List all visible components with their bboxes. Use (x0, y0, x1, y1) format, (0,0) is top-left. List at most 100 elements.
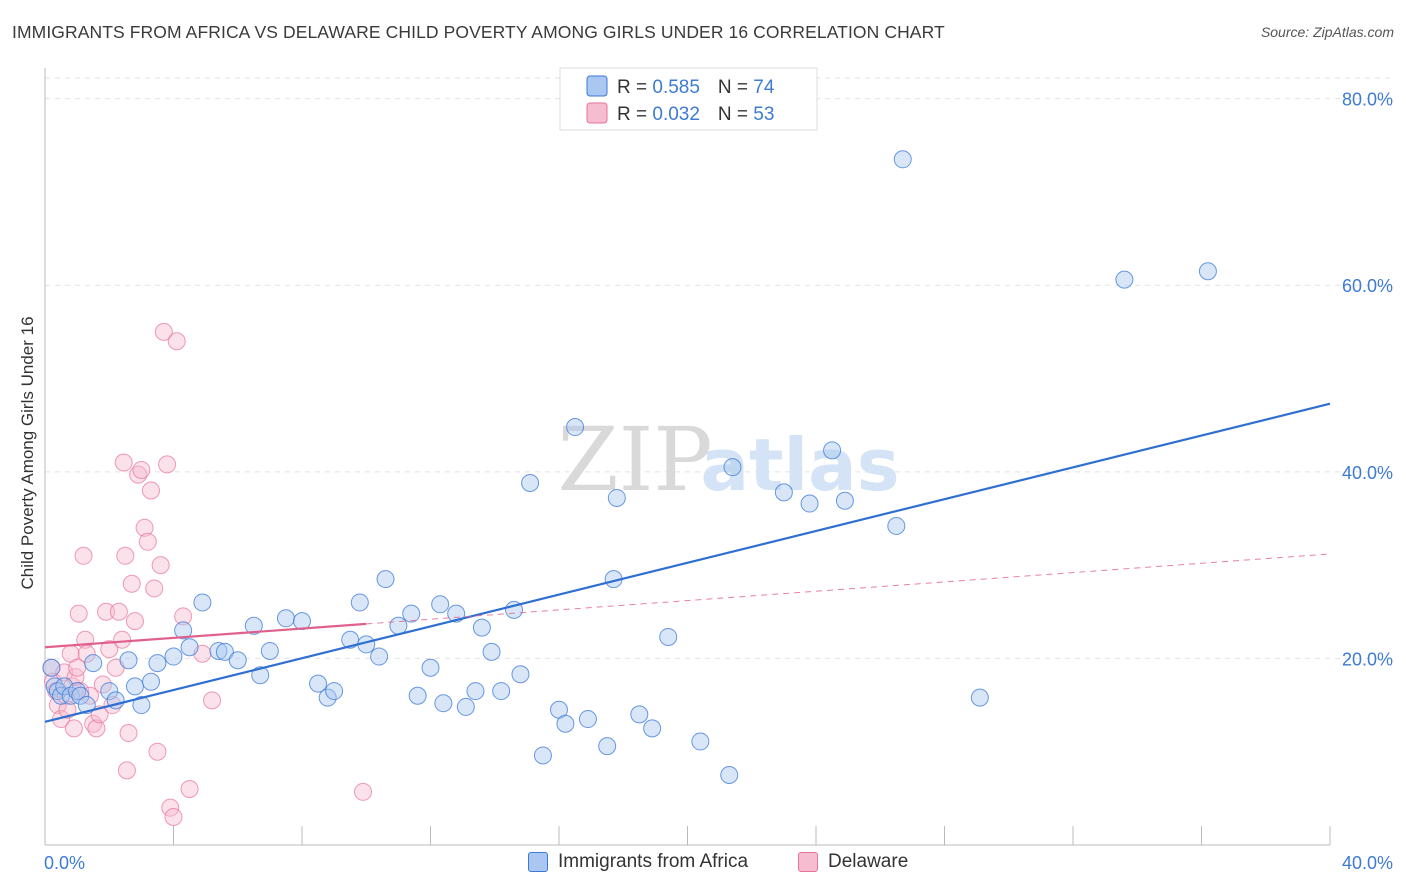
data-point-delaware (161, 798, 180, 817)
data-point-delaware (148, 742, 167, 761)
data-point-africa (556, 714, 575, 733)
data-point-delaware (203, 691, 222, 710)
bottom-legend: Immigrants from Africa Delaware (0, 851, 1406, 879)
data-point-africa (350, 593, 369, 612)
source-label: Source: ZipAtlas.com (1260, 24, 1394, 40)
data-point-africa (193, 593, 212, 612)
legend-label-delaware: Delaware (828, 851, 909, 872)
data-point-delaware (87, 719, 106, 738)
data-point-africa (511, 665, 530, 684)
data-point-africa (402, 604, 421, 623)
trend-line-africa (44, 402, 1331, 723)
data-point-delaware (145, 579, 164, 598)
data-point-delaware (354, 782, 373, 801)
data-point-africa (276, 609, 295, 628)
data-point-africa (100, 682, 119, 701)
x-tick-label-min: 0.0% (44, 853, 85, 873)
data-point-africa (251, 666, 270, 685)
legend-item-delaware[interactable]: Delaware (798, 851, 908, 873)
data-point-africa (578, 710, 597, 729)
data-point-africa (607, 488, 626, 507)
data-point-africa (431, 595, 450, 614)
data-point-africa (408, 686, 427, 705)
data-point-africa (492, 682, 511, 701)
legend-swatch-delaware (798, 852, 818, 872)
data-point-africa (1198, 262, 1217, 281)
data-point-africa (887, 516, 906, 535)
data-point-africa (215, 642, 234, 661)
data-point-delaware (180, 780, 199, 799)
data-point-africa (659, 627, 678, 646)
watermark-atlas: atlas (700, 423, 899, 507)
legend-item-africa[interactable]: Immigrants from Africa (528, 851, 748, 873)
data-point-delaware (142, 481, 161, 500)
data-point-africa (774, 483, 793, 502)
data-point-africa (482, 642, 501, 661)
data-point-delaware (135, 518, 154, 537)
data-point-africa (598, 737, 617, 756)
data-point-africa (376, 570, 395, 589)
data-point-delaware (158, 455, 177, 474)
stats-legend: R = 0.585 N = 74 R = 0.032 N = 53 (559, 67, 818, 131)
trend-lines (44, 402, 1331, 723)
axes (44, 68, 1331, 846)
data-point-africa (466, 682, 485, 701)
data-point-africa (180, 638, 199, 657)
data-point-africa (77, 696, 96, 715)
delaware-points (42, 322, 373, 827)
data-point-africa (389, 616, 408, 635)
data-point-delaware (132, 460, 151, 479)
data-point-delaware (109, 602, 128, 621)
data-point-delaware (97, 602, 116, 621)
stats-row-africa: R = 0.585 N = 74 (617, 77, 775, 98)
data-point-africa (125, 677, 144, 696)
stats-swatch-africa (586, 75, 608, 97)
data-point-delaware (113, 630, 132, 649)
data-point-africa (434, 694, 453, 713)
data-point-delaware (64, 719, 83, 738)
stats-swatch-delaware (586, 102, 608, 124)
data-point-delaware (174, 607, 193, 626)
trend-line-delaware-extension (366, 553, 1331, 625)
data-point-africa (566, 418, 585, 437)
data-point-delaware (167, 332, 186, 351)
data-point-africa (174, 621, 193, 640)
data-point-delaware (74, 546, 93, 565)
data-point-delaware (119, 724, 138, 743)
data-point-africa (421, 658, 440, 677)
legend-swatch-africa (528, 852, 548, 872)
trend-line-delaware (44, 622, 367, 649)
data-point-delaware (114, 453, 133, 472)
y-tick-label: 80.0% (1342, 90, 1393, 110)
data-point-africa (71, 686, 90, 705)
data-point-africa (1115, 270, 1134, 289)
data-point-africa (893, 150, 912, 169)
stats-row-delaware: R = 0.032 N = 53 (617, 104, 774, 125)
data-point-africa (318, 688, 337, 707)
data-point-africa (260, 641, 279, 660)
data-point-delaware (164, 808, 183, 827)
data-point-africa (643, 719, 662, 738)
data-point-africa (142, 672, 161, 691)
data-point-africa (61, 686, 80, 705)
x-tick-label-max: 40.0% (1342, 853, 1393, 873)
data-point-africa (630, 705, 649, 724)
data-point-africa (309, 674, 328, 693)
data-point-africa (835, 491, 854, 510)
data-point-africa (723, 458, 742, 477)
data-point-delaware (100, 640, 119, 659)
data-point-africa (970, 688, 989, 707)
tick-labels: 20.0% 40.0% 60.0% 80.0% 0.0% 40.0% (44, 90, 1393, 873)
y-tick-label: 20.0% (1342, 649, 1393, 669)
legend-label-africa: Immigrants from Africa (558, 851, 749, 872)
data-point-africa (472, 618, 491, 637)
y-axis-label: Child Poverty Among Girls Under 16 (18, 316, 37, 590)
data-point-delaware (69, 604, 88, 623)
data-point-delaware (151, 556, 170, 575)
data-point-africa (720, 766, 739, 785)
y-tick-label: 40.0% (1342, 463, 1393, 483)
data-point-africa (132, 696, 151, 715)
y-tick-label: 60.0% (1342, 276, 1393, 296)
data-point-africa (164, 647, 183, 666)
